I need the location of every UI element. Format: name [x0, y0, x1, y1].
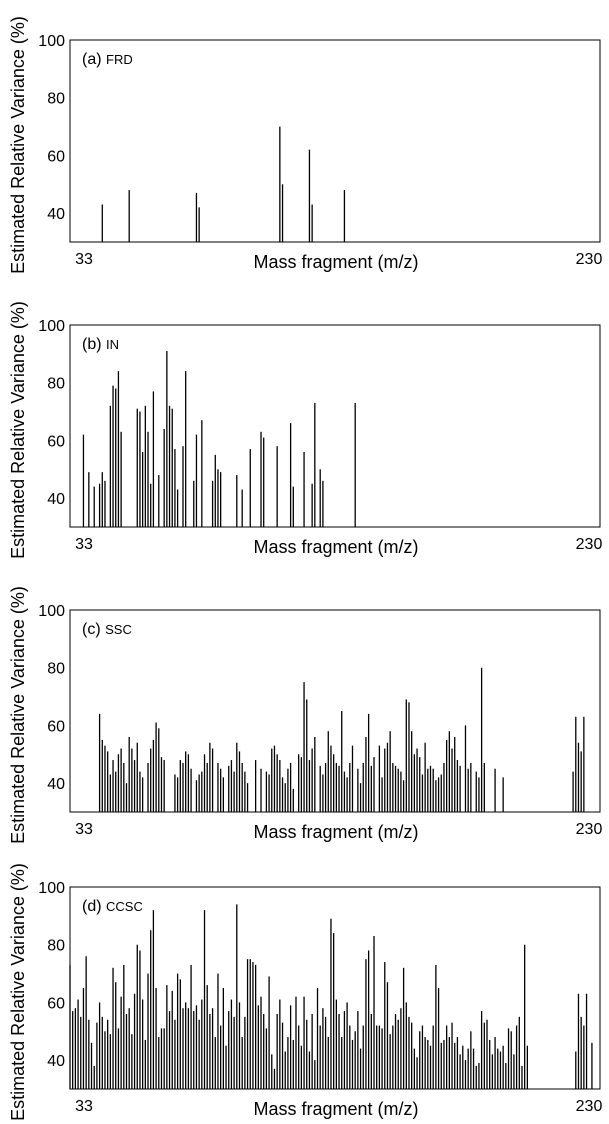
- y-axis-title: Estimated Relative Variance (%): [8, 301, 28, 559]
- panel-tag: (a): [82, 51, 102, 68]
- y-tick-label: 80: [47, 91, 65, 108]
- y-tick-label: 40: [47, 1053, 65, 1070]
- y-tick-label: 40: [47, 491, 65, 508]
- panel-tag: (d): [82, 898, 102, 915]
- x-axis-title: Mass fragment (m/z): [253, 822, 418, 842]
- y-tick-label: 60: [47, 718, 65, 735]
- y-tick-label: 100: [38, 318, 65, 335]
- y-tick-label: 100: [38, 603, 65, 620]
- chart-panel: 40 60 80 100 33 230 Mass fragment (m/z) Estimat…: [8, 586, 602, 844]
- chart-panel: 40 60 80 100 33 230 Mass fragment (m/z) Estimat…: [8, 301, 602, 559]
- x-tick-label: 33: [75, 536, 93, 553]
- x-tick-label: 33: [75, 251, 93, 268]
- plot-frame: [69, 609, 601, 813]
- y-axis-title: Estimated Relative Variance (%): [8, 16, 28, 274]
- x-tick-label: 230: [576, 536, 603, 553]
- panel-name: IN: [106, 337, 119, 352]
- x-tick-label: 33: [75, 1098, 93, 1115]
- x-axis-title: Mass fragment (m/z): [253, 252, 418, 272]
- panel-label: (b) IN: [82, 336, 119, 353]
- panel-label: (a) FRD: [82, 51, 133, 68]
- y-tick-label: 40: [47, 206, 65, 223]
- x-tick-label: 230: [576, 251, 603, 268]
- y-axis-title: Estimated Relative Variance (%): [8, 586, 28, 844]
- x-tick-label: 33: [75, 821, 93, 838]
- y-tick-label: 100: [38, 33, 65, 50]
- y-tick-label: 80: [47, 661, 65, 678]
- panel-label: (d) CCSC: [82, 898, 143, 915]
- x-tick-label: 230: [576, 821, 603, 838]
- plot-frame: [69, 886, 601, 1090]
- panel-tag: (c): [82, 621, 101, 638]
- y-tick-label: 60: [47, 148, 65, 165]
- y-tick-label: 60: [47, 995, 65, 1012]
- panel-name: SSC: [105, 622, 132, 637]
- chart-panel: 40 60 80 100 33 230 Mass fragment (m/z) Estimat…: [8, 16, 602, 274]
- y-tick-label: 60: [47, 433, 65, 450]
- y-tick-label: 80: [47, 376, 65, 393]
- y-tick-label: 80: [47, 938, 65, 955]
- chart-panel: 40 60 80 100 33 230 Mass fragment (m/z) Estimat…: [8, 863, 602, 1121]
- panel-tag: (b): [82, 336, 102, 353]
- panel-name: FRD: [106, 52, 133, 67]
- y-tick-label: 100: [38, 880, 65, 897]
- y-tick-label: 40: [47, 776, 65, 793]
- x-axis-title: Mass fragment (m/z): [253, 537, 418, 557]
- x-tick-label: 230: [576, 1098, 603, 1115]
- panel-label: (c) SSC: [82, 621, 132, 638]
- y-axis-title: Estimated Relative Variance (%): [8, 863, 28, 1121]
- x-axis-title: Mass fragment (m/z): [253, 1099, 418, 1119]
- plot-frame: [69, 324, 601, 528]
- plot-frame: [69, 39, 601, 243]
- panel-name: CCSC: [106, 899, 143, 914]
